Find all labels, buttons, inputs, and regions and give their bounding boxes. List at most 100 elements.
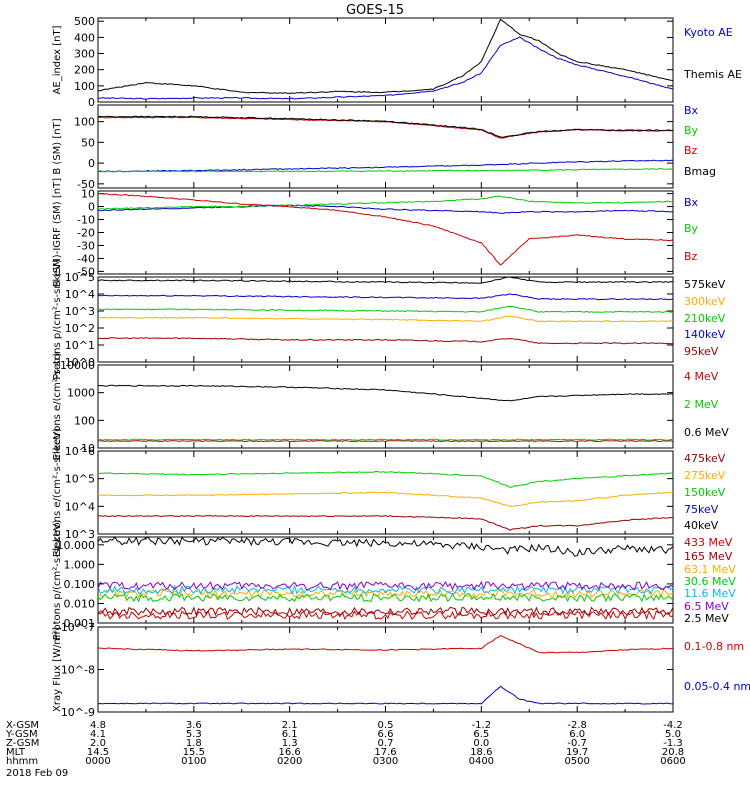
ephemeris-value: 0000 xyxy=(85,756,110,767)
series-line-0-6-mev xyxy=(97,384,674,402)
legend-label: 433 MeV xyxy=(684,536,733,549)
ephemeris-value: -0.7 xyxy=(567,738,587,749)
ephemeris-value: -1.3 xyxy=(663,738,683,749)
series-line-bz xyxy=(97,116,674,139)
y-tick-label: -10 xyxy=(77,214,95,227)
series-line-275kev xyxy=(97,491,674,507)
ephemeris-row-label: Z-GSM xyxy=(6,738,39,749)
y-tick-label: 200 xyxy=(74,64,95,77)
series-line-210kev xyxy=(97,305,673,313)
ephemeris-value: 6.0 xyxy=(569,729,585,740)
series-line-150kev xyxy=(97,470,674,488)
ephemeris-value: 1.8 xyxy=(186,738,202,749)
legend-label: 0.05-0.4 nm xyxy=(684,680,750,693)
ephemeris-value: 4.1 xyxy=(90,729,106,740)
series-line-165-mev xyxy=(97,606,674,617)
ephemeris-row-label: Y-GSM xyxy=(5,729,38,740)
legend-label: 30.6 MeV xyxy=(684,575,736,588)
ephemeris-row-label: X-GSM xyxy=(6,720,39,731)
y-tick-label: 10 xyxy=(81,442,95,455)
series-line-30-6-mev xyxy=(97,592,674,603)
ephemeris-value: 0600 xyxy=(660,756,685,767)
y-axis-label: AE_index [nT] xyxy=(52,25,63,94)
series-line-by xyxy=(97,195,674,211)
legend-label: 4 MeV xyxy=(684,370,719,383)
ephemeris-value: -2.8 xyxy=(567,720,587,731)
y-tick-label: 10^0 xyxy=(65,356,95,369)
y-tick-label: 10^4 xyxy=(65,500,95,513)
y-axis-label: Protons p/(cm²-s-sr-keV) xyxy=(52,520,63,641)
y-tick-label: -40 xyxy=(77,252,95,265)
y-tick-label: 0 xyxy=(88,157,95,170)
legend-label: 575keV xyxy=(684,278,726,291)
series-line-575kev xyxy=(97,276,674,284)
y-tick-label: 10^-7 xyxy=(61,621,95,634)
series-line-2-mev xyxy=(97,438,674,441)
y-tick-label: 10^-9 xyxy=(61,706,95,719)
y-axis-label: Electrons e/(cm²-s-sr) xyxy=(52,353,63,461)
panel-frame xyxy=(97,17,674,103)
y-tick-label: 0.010 xyxy=(64,597,96,610)
ephemeris-value: 6.6 xyxy=(378,729,394,740)
series-line-475kev xyxy=(97,515,674,531)
legend-label: 0.1-0.8 nm xyxy=(684,640,744,653)
legend-label: 95keV xyxy=(684,345,719,358)
ephemeris-value: 15.5 xyxy=(183,747,205,758)
y-tick-label: 10^1 xyxy=(65,339,95,352)
panel-frame xyxy=(97,536,674,624)
y-tick-label: 1.000 xyxy=(64,558,96,571)
legend-label: 75keV xyxy=(684,503,719,516)
y-tick-label: 10 xyxy=(81,188,95,201)
series-line-bz xyxy=(97,192,674,266)
panel-bsm: -50 0 50 100 B (SM) [nT] Bx By Bz Bmag xyxy=(52,104,716,191)
y-tick-label: 10^3 xyxy=(65,305,95,318)
legend-label: Kyoto AE xyxy=(684,26,733,39)
y-tick-label: 10000 xyxy=(60,359,95,372)
y-axis-label: Xray Flux [W/m²] xyxy=(52,627,63,712)
y-tick-label: 100 xyxy=(74,116,95,129)
y-tick-label: 10^3 xyxy=(65,528,95,541)
panel-frame xyxy=(97,626,674,713)
y-tick-label: 0.001 xyxy=(64,617,96,630)
date-label: 2018 Feb 09 xyxy=(6,768,68,779)
y-tick-label: 10^5 xyxy=(65,271,95,284)
panel-frame xyxy=(97,364,674,449)
y-axis-label: B (SM) [nT] xyxy=(52,118,63,174)
legend-label: 475keV xyxy=(684,452,726,465)
legend-label: 11.6 MeV xyxy=(684,587,736,600)
y-tick-label: 0 xyxy=(88,96,95,109)
legend-label: Bz xyxy=(684,144,698,157)
y-tick-label: 10.000 xyxy=(57,539,96,552)
ephemeris-value: 5.0 xyxy=(665,729,681,740)
legend-label: 150keV xyxy=(684,486,726,499)
legend-label: Bz xyxy=(684,250,698,263)
y-tick-label: -20 xyxy=(77,227,95,240)
ephemeris-value: 17.6 xyxy=(374,747,396,758)
ephemeris-row-label: hhmm xyxy=(6,756,38,767)
series-line-140kev xyxy=(97,293,674,301)
y-tick-label: 100 xyxy=(74,414,95,427)
ephemeris-value: 0200 xyxy=(277,756,302,767)
ephemeris-value: -1.2 xyxy=(472,720,492,731)
y-tick-label: -50 xyxy=(77,178,95,191)
series-line-themis-ae xyxy=(97,18,674,94)
ephemeris-value: 14.5 xyxy=(87,747,109,758)
y-tick-label: 1000 xyxy=(67,387,95,400)
series-line-by xyxy=(97,167,674,173)
ephemeris-value: 20.8 xyxy=(662,747,684,758)
legend-label: By xyxy=(684,222,699,235)
legend-label: 6.5 MeV xyxy=(684,600,729,613)
y-tick-label: -50 xyxy=(77,265,95,278)
ephemeris-value: 6.5 xyxy=(473,729,489,740)
series-line-2-5-mev xyxy=(97,536,674,557)
legend-label: 210keV xyxy=(684,312,726,325)
y-tick-label: 0.100 xyxy=(64,578,96,591)
y-tick-label: 10^6 xyxy=(65,445,95,458)
